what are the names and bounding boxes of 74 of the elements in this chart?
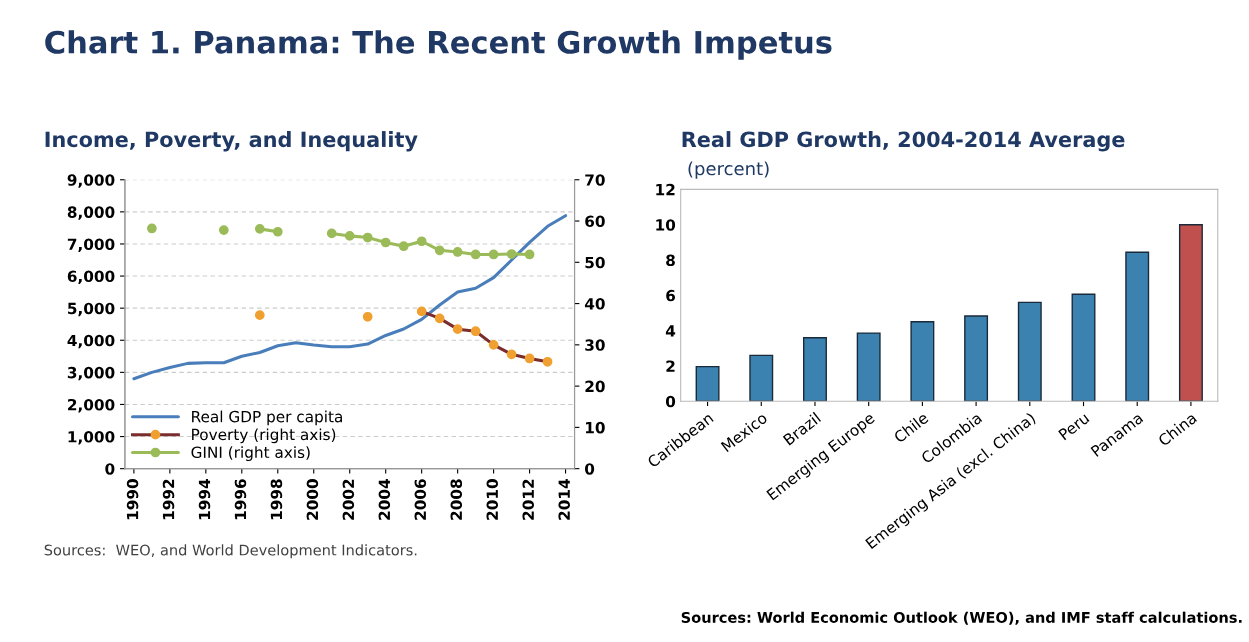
x-tick-label: 1994	[198, 479, 211, 520]
y-tick-label: 0	[665, 395, 676, 408]
source-note: Sources: WEO, and World Development Indicators.	[44, 544, 417, 559]
bar	[1071, 293, 1096, 402]
y-axis-title: (percent)	[688, 161, 769, 179]
y-tick-label: 2	[666, 360, 675, 372]
legend-label: Real GDP per capita	[192, 410, 342, 426]
point	[506, 249, 517, 259]
bar	[910, 321, 935, 402]
x-tick-label: 2002	[342, 479, 355, 520]
y-tick-label: 3,000	[67, 366, 115, 381]
point	[434, 245, 445, 256]
point	[524, 249, 535, 260]
y-tick-label: 4,000	[67, 334, 115, 349]
x-tick-label: 2004	[378, 479, 391, 520]
y-tick-label: 6	[666, 289, 676, 302]
y-tick-label: 7,000	[67, 238, 115, 252]
chart-title: Real GDP Growth, 2004-2014 Average	[682, 131, 1125, 152]
point	[344, 231, 355, 241]
point	[398, 241, 409, 252]
y2-tick-label: 60	[585, 215, 605, 228]
y-tick-label: 4	[665, 325, 676, 337]
y-tick-label: 5,000	[68, 302, 115, 317]
bar	[695, 365, 720, 402]
bar	[749, 354, 774, 402]
y-tick-label: 9,000	[67, 174, 115, 188]
legend-label: GINI (right axis)	[191, 446, 310, 462]
x-tick-label: 2010	[486, 479, 499, 520]
point	[254, 224, 265, 234]
y2-tick-label: 70	[585, 174, 605, 186]
y-tick-label: 2,000	[68, 398, 115, 413]
x-tick-label: 1992	[162, 479, 175, 520]
x-tick-label: 1998	[270, 479, 283, 520]
line-series	[132, 214, 568, 381]
x-tick-label: 2006	[414, 479, 427, 520]
x-tick-label: 2012	[522, 479, 535, 520]
y-tick-label: 1,000	[68, 431, 115, 445]
chart-title: Income, Poverty, and Inequality	[45, 131, 418, 152]
point	[470, 249, 481, 260]
x-tick-label: 2014	[558, 479, 570, 520]
point	[416, 236, 427, 247]
y-tick-label: 8,000	[67, 206, 115, 220]
point	[452, 247, 463, 257]
y-tick-label: 8	[666, 254, 675, 267]
y-tick-label: 12	[656, 183, 675, 196]
y2-tick-label: 30	[585, 339, 605, 351]
x-tick-label: 1996	[234, 479, 247, 520]
legend-label: Poverty (right axis)	[192, 428, 336, 444]
bar	[1125, 251, 1150, 402]
y2-tick-label: 50	[585, 256, 605, 269]
x-tick-label: 1990	[126, 479, 139, 520]
bar	[802, 336, 827, 402]
source-note: Sources: World Economic Outlook (WEO), and IMF staff calculations.	[681, 611, 1242, 625]
point	[326, 228, 337, 239]
y2-tick-label: 20	[585, 380, 605, 393]
point	[218, 225, 229, 235]
bar	[1017, 301, 1042, 402]
point	[380, 237, 391, 248]
x-tick-label: 2008	[450, 479, 463, 520]
y2-tick-label: 10	[585, 421, 605, 434]
point	[362, 232, 373, 243]
point	[488, 249, 499, 260]
y-tick-label: 0	[105, 463, 115, 475]
bar	[964, 315, 989, 402]
y2-tick-label: 0	[584, 463, 595, 475]
y-tick-label: 6,000	[67, 270, 115, 285]
text: Chart 1. Panama: The Recent Growth Impetus	[45, 30, 832, 60]
y-tick-label: 10	[656, 219, 676, 231]
y2-tick-label: 40	[584, 298, 605, 310]
point	[147, 223, 157, 234]
x-tick-label: 2000	[306, 479, 319, 520]
bar	[1178, 224, 1203, 402]
point	[272, 226, 283, 237]
bar	[856, 332, 881, 402]
